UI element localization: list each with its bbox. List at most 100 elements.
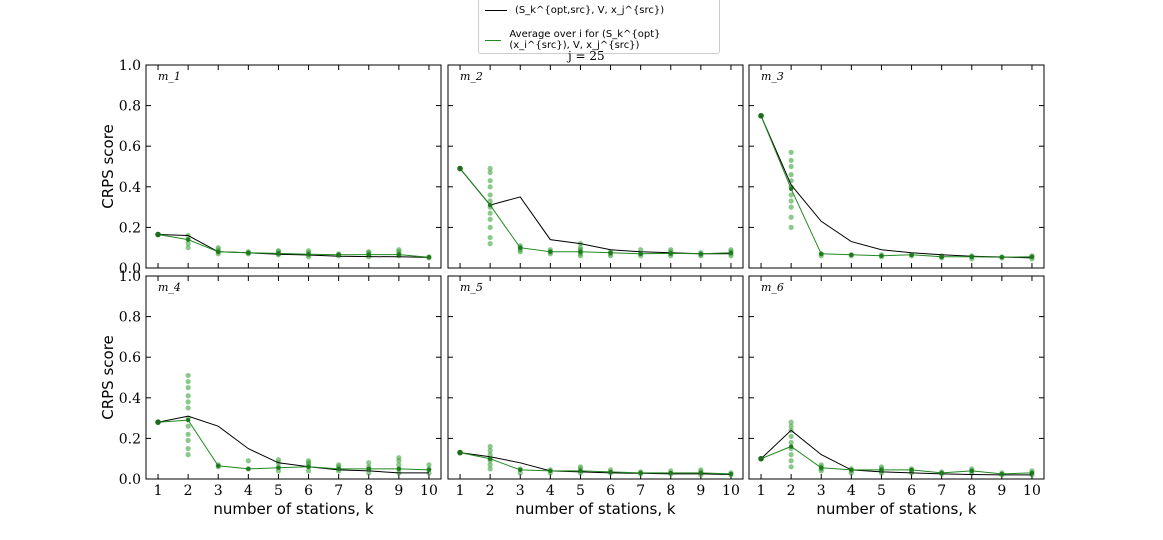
- scatter-point: [336, 462, 342, 468]
- scatter-point: [668, 247, 674, 253]
- legend-line-black: [485, 10, 507, 11]
- scatter-point: [185, 431, 191, 437]
- series-point-average: [1029, 254, 1035, 260]
- scatter-point: [788, 172, 794, 178]
- scatter-point: [577, 464, 584, 470]
- scatter-point: [487, 216, 493, 222]
- series-point-average: [1029, 470, 1035, 476]
- series-point-average: [608, 469, 613, 475]
- scatter-point: [487, 241, 493, 247]
- series-point-average: [336, 466, 341, 472]
- x-axis-label: number of stations, k: [213, 500, 374, 518]
- panel-label: m_2: [460, 70, 483, 83]
- scatter-point: [305, 248, 312, 254]
- series-line-average: [459, 452, 732, 475]
- scatter-point: [788, 452, 794, 458]
- x-tick-label: 4: [244, 483, 253, 499]
- x-tick-label: 10: [722, 483, 740, 499]
- series-point-average: [246, 466, 251, 472]
- series-point-average: [939, 470, 944, 476]
- scatter-point: [788, 439, 794, 446]
- y-tick-label: 1.0: [119, 269, 141, 285]
- series-line-average: [459, 168, 732, 255]
- start-point: [155, 419, 161, 425]
- scatter-point: [185, 378, 191, 385]
- scatter-point: [788, 214, 794, 220]
- x-tick-label: 6: [606, 483, 615, 499]
- scatter-point: [185, 399, 191, 405]
- series-point-average: [216, 249, 221, 254]
- y-tick-label: 0.0: [119, 261, 141, 277]
- series-point-average: [578, 249, 583, 254]
- scatter-point: [305, 468, 312, 474]
- series-line-opt-src: [459, 452, 732, 475]
- scatter-point: [185, 405, 191, 411]
- legend: (S_k^{opt,src}, V, x_j^{src}) Average ov…: [478, 0, 720, 54]
- series-point-average: [668, 251, 673, 256]
- series-line-opt-src: [459, 168, 731, 255]
- series-point-average: [969, 254, 974, 260]
- y-tick-label: 0.4: [119, 180, 141, 196]
- scatter-point: [788, 433, 794, 439]
- x-tick-label: 10: [420, 483, 438, 499]
- x-tick-label: 5: [576, 483, 585, 499]
- start-point: [457, 165, 463, 172]
- scatter-point: [185, 423, 191, 429]
- panel-m2: m_2: [447, 64, 744, 269]
- scatter-point: [487, 169, 493, 176]
- x-tick-label: 8: [666, 483, 675, 499]
- panel-frame: [748, 275, 1045, 480]
- series-point-average: [518, 245, 523, 250]
- x-tick-label: 8: [967, 483, 976, 499]
- y-tick-label: 0.2: [119, 431, 141, 447]
- y-tick-label: 1.0: [119, 58, 141, 74]
- series-point-average: [909, 252, 914, 258]
- scatter-point: [305, 458, 312, 464]
- scatter-point: [487, 192, 493, 198]
- x-tick-label: 7: [636, 483, 645, 499]
- panel-label: m_6: [761, 281, 784, 294]
- panel-frame: [748, 64, 1045, 269]
- scatter-point: [788, 157, 794, 164]
- series-point-average: [638, 251, 643, 256]
- legend-line-green: [485, 39, 502, 41]
- x-tick-label: 2: [787, 483, 796, 499]
- x-tick-label: 6: [304, 483, 313, 499]
- series-line-average: [760, 445, 1033, 475]
- scatter-point: [185, 241, 191, 247]
- panel-m3: m_3: [748, 64, 1045, 269]
- x-tick-label: 8: [364, 483, 373, 499]
- y-tick-label: 0.8: [119, 310, 141, 326]
- series-point-average: [849, 252, 854, 258]
- start-point: [457, 449, 463, 456]
- series-point-average: [518, 467, 523, 473]
- panel-m4: 0.0 0.2 0.4 0.6 0.8 1.0 1 2 3 4 5 6 7 8 9 10 m_4 CRPS sco…: [99, 269, 442, 518]
- series-point-average: [487, 456, 493, 461]
- scatter-point: [487, 234, 493, 241]
- series-point-average: [276, 465, 281, 471]
- scatter-point: [366, 460, 372, 466]
- series-point-average: [668, 470, 673, 476]
- series-point-average: [819, 251, 824, 256]
- x-tick-label: 9: [394, 483, 403, 499]
- scatter-point: [487, 198, 493, 204]
- scatter-point: [788, 198, 794, 204]
- series-point-average: [788, 444, 794, 449]
- series-point-average: [548, 249, 553, 254]
- scatter-point: [275, 457, 282, 463]
- scatter-point: [577, 245, 584, 251]
- panel-frame: [447, 275, 744, 480]
- series-point-average: [306, 464, 311, 470]
- panel-frame: [447, 64, 744, 269]
- x-axis-label: number of stations, k: [816, 500, 977, 518]
- series-point-average: [426, 255, 432, 260]
- scatter-point: [788, 419, 794, 425]
- scatter-point: [487, 443, 493, 450]
- x-tick-label: 2: [486, 483, 495, 499]
- series-point-average: [849, 467, 854, 473]
- x-tick-label: 1: [456, 483, 465, 499]
- start-point: [758, 455, 764, 462]
- x-tick-label: 4: [546, 483, 555, 499]
